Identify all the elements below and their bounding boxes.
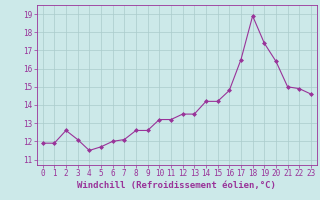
- X-axis label: Windchill (Refroidissement éolien,°C): Windchill (Refroidissement éolien,°C): [77, 181, 276, 190]
